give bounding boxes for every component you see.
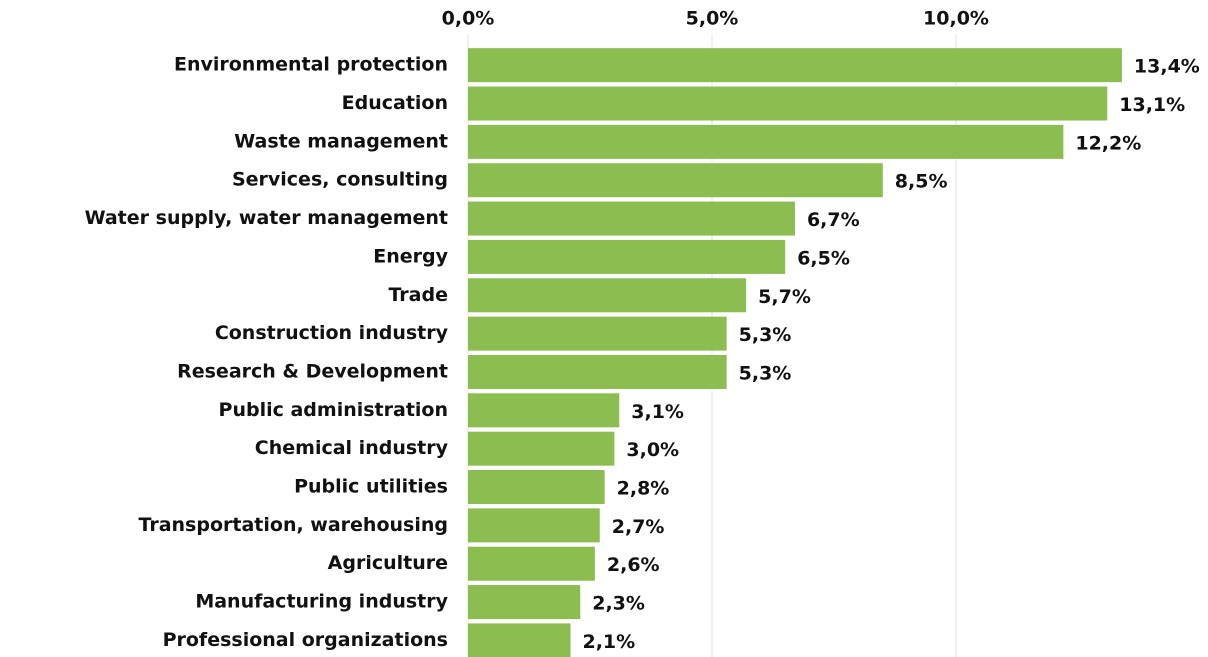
category-label: Agriculture (328, 552, 448, 574)
category-label: Environmental protection (174, 54, 448, 76)
category-label: Transportation, warehousing (138, 514, 448, 536)
bar (468, 546, 595, 581)
x-tick-label: 0,0% (442, 8, 495, 30)
x-tick-label: 10,0% (923, 8, 989, 30)
x-tick-label: 5,0% (686, 8, 739, 30)
bar (468, 316, 727, 351)
category-label: Chemical industry (255, 437, 449, 459)
value-label: 5,3% (739, 324, 792, 346)
bar (468, 431, 615, 466)
value-label: 2,6% (607, 554, 660, 576)
category-label: Water supply, water management (85, 207, 448, 229)
value-label: 2,7% (612, 516, 665, 538)
category-label: Public administration (219, 399, 448, 421)
bar (468, 278, 747, 313)
value-label: 2,1% (582, 631, 635, 653)
value-label: 6,5% (797, 247, 850, 269)
value-label: 3,1% (631, 401, 684, 423)
category-label: Research & Development (177, 360, 448, 382)
bar (468, 124, 1064, 159)
category-label: Energy (373, 245, 448, 267)
value-label: 12,2% (1075, 132, 1141, 154)
category-label: Education (342, 92, 448, 114)
bar (468, 508, 600, 543)
bar (468, 48, 1122, 83)
bar (468, 393, 620, 428)
bar (468, 86, 1108, 121)
bar (468, 163, 883, 198)
category-label: Construction industry (215, 322, 449, 344)
value-label: 13,1% (1119, 94, 1185, 116)
bar (468, 201, 795, 236)
value-label: 5,3% (739, 362, 792, 384)
bar (468, 623, 571, 657)
value-label: 3,0% (626, 439, 679, 461)
bar (468, 354, 727, 389)
category-label: Public utilities (294, 476, 448, 498)
bar (468, 239, 786, 274)
category-label: Services, consulting (232, 169, 448, 191)
value-label: 2,3% (592, 593, 645, 615)
value-label: 5,7% (758, 286, 811, 308)
category-label: Trade (388, 284, 448, 306)
category-label: Professional organizations (163, 629, 448, 651)
value-label: 6,7% (807, 209, 860, 231)
value-label: 13,4% (1134, 56, 1200, 78)
value-label: 2,8% (617, 478, 670, 500)
value-label: 8,5% (895, 171, 948, 193)
category-label: Manufacturing industry (195, 591, 448, 613)
bar (468, 585, 581, 620)
bar (468, 470, 605, 505)
category-label: Waste management (234, 130, 448, 152)
